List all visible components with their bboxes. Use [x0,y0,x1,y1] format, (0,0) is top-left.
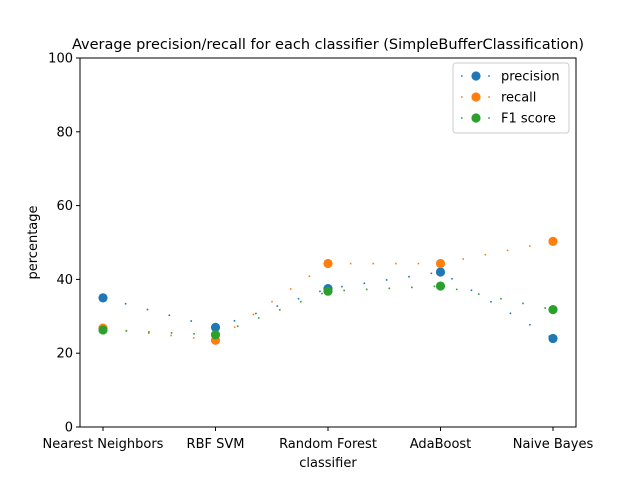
x-tick-label: Random Forest [279,437,377,452]
x-axis: Nearest Neighbors RBF SVM Random Forest Ada… [43,427,594,452]
series-line [102,271,554,340]
legend-swatch-marker [471,92,481,102]
legend-label: recall [501,91,536,106]
data-point [98,325,108,335]
data-point [210,322,221,332]
plot-area [98,236,558,345]
legend-swatch-marker [471,71,481,81]
data-point [548,305,558,315]
y-tick-label: 40 [56,273,73,288]
x-tick-label: AdaBoost [410,437,472,452]
legend-box [452,62,570,134]
chart-title: Average precision/recall for each classi… [72,37,584,53]
data-point [435,267,446,277]
data-point [98,293,108,303]
data-point [548,236,558,246]
data-point [323,286,333,296]
y-tick-label: 20 [56,347,73,362]
x-tick-label: Nearest Neighbors [43,437,164,452]
y-tick-label: 0 [65,421,73,436]
y-tick-label: 100 [48,52,73,67]
data-point [210,330,221,340]
legend-swatch-marker [471,113,481,123]
legend-label: F1 score [501,112,556,127]
x-axis-title: classifier [299,456,357,471]
x-tick-label: RBF SVM [187,437,245,452]
y-axis-title: percentage [26,205,41,279]
legend: precision recall F1 score [452,62,570,134]
x-tick-label: Naive Bayes [513,437,594,452]
y-tick-label: 80 [56,125,73,140]
y-axis: 0 20 40 60 80 100 [48,52,80,436]
data-point [323,258,333,269]
y-tick-label: 60 [56,199,73,214]
data-point [435,281,446,291]
legend-label: precision [501,70,560,85]
data-point [435,258,446,269]
data-point [548,333,558,344]
